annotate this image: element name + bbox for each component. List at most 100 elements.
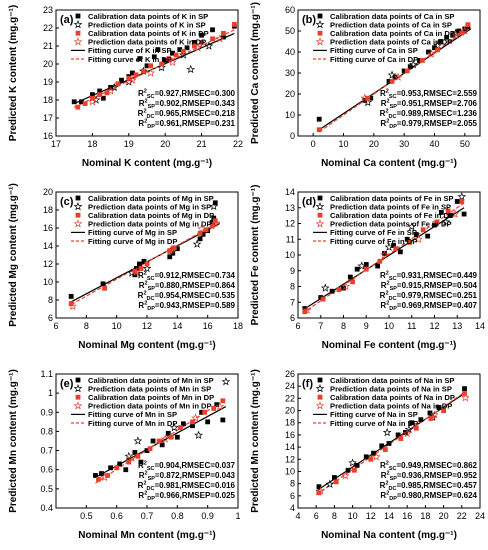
x-tick-label: 12 xyxy=(429,321,439,331)
data-point xyxy=(427,49,436,58)
stat-eq: = xyxy=(210,301,215,310)
stat-value: 0.624 xyxy=(457,491,478,500)
stat-r: R xyxy=(139,471,145,480)
legend-label: Prediction data points of Na in SP xyxy=(330,384,452,393)
data-point xyxy=(191,413,200,422)
plot-frame xyxy=(55,9,239,137)
legend-label: Fitting curve of K in SP xyxy=(88,46,172,55)
data-point xyxy=(447,39,453,44)
stat-sup: 2 xyxy=(144,461,147,467)
x-axis-unit: (mg.g⁻¹) xyxy=(418,530,457,541)
data-point xyxy=(413,232,419,237)
stat-eq: = xyxy=(397,281,402,290)
data-point xyxy=(231,22,237,27)
stat-r2-value: 0.981 xyxy=(159,481,180,490)
stat-eq: = xyxy=(452,481,457,490)
legend-label: Calibration data points of Mn in SP xyxy=(88,376,214,385)
stat-comma: , xyxy=(421,109,423,118)
stat-eq: = xyxy=(452,491,457,500)
stat-eq: = xyxy=(452,89,457,98)
stat-line: R2SC=0.912,RMSEC=0.734 xyxy=(138,271,236,283)
stat-value: 0.862 xyxy=(457,461,478,470)
stat-value: 0.343 xyxy=(215,99,236,108)
legend-marker xyxy=(317,13,323,19)
legend-label: Calibration data points of Mg in SP xyxy=(88,194,214,203)
stat-eq: = xyxy=(452,461,457,470)
stat-comma: , xyxy=(421,461,423,470)
data-point xyxy=(420,227,426,233)
data-point xyxy=(302,305,312,314)
y-tick-label: 30 xyxy=(285,68,295,78)
data-point xyxy=(214,402,220,408)
y-tick-label: 0.4 xyxy=(40,503,53,513)
stat-line: R2SC=0.953,RMSEC=2.559 xyxy=(380,89,478,101)
x-axis-label: Nominal Ca content (mg.g⁻¹) xyxy=(321,158,457,169)
x-tick-label: 6 xyxy=(53,321,58,331)
data-point xyxy=(127,453,137,462)
data-point xyxy=(124,77,134,86)
data-point xyxy=(350,279,355,285)
data-point xyxy=(316,127,322,133)
data-point xyxy=(209,223,215,229)
stat-r2-value: 0.980 xyxy=(402,491,423,500)
y-tick-label: 0.9 xyxy=(40,407,53,417)
legend-label: Prediction data points of Mg in SP xyxy=(88,202,211,211)
x-tick-label: 50 xyxy=(460,139,470,149)
stat-r: R xyxy=(138,271,144,280)
data-point xyxy=(197,224,206,233)
stat-eq: = xyxy=(154,109,159,118)
data-point xyxy=(345,467,351,473)
stat-eq: = xyxy=(155,99,160,108)
data-point xyxy=(461,211,467,217)
plot-frame xyxy=(297,9,481,137)
legend-marker xyxy=(75,394,81,400)
x-tick-label: 8 xyxy=(341,321,346,331)
data-point xyxy=(362,97,368,103)
stat-r2-value: 0.927 xyxy=(159,89,180,98)
stat-value: 1.236 xyxy=(457,109,478,118)
stat-sup: 2 xyxy=(386,461,389,467)
stat-eq: = xyxy=(452,109,457,118)
data-point xyxy=(341,285,346,291)
data-point xyxy=(106,86,115,95)
legend-label: Fitting curve of Ca in SP xyxy=(330,46,418,55)
data-point xyxy=(79,99,84,105)
data-point xyxy=(391,243,396,248)
data-point xyxy=(382,251,387,256)
stat-sub: DC xyxy=(147,114,155,120)
stat-comma: , xyxy=(180,99,182,108)
stat-line: R2DP=0.980,RMSEP=0.624 xyxy=(380,491,477,503)
legend-label: Prediction data points of Ca in DP xyxy=(330,38,452,47)
stat-comma: , xyxy=(421,291,423,300)
x-tick-label: 8 xyxy=(84,321,89,331)
data-point xyxy=(360,93,370,102)
stat-eq: = xyxy=(397,301,402,310)
x-tick-label: 10 xyxy=(112,321,122,331)
data-point xyxy=(203,227,209,233)
stat-eq: = xyxy=(155,119,160,128)
data-point xyxy=(414,234,423,243)
x-axis-unit: (mg.g⁻¹) xyxy=(173,158,212,169)
stat-value: 0.037 xyxy=(215,461,236,470)
stat-sub: SC xyxy=(147,94,155,100)
stat-value: 0.457 xyxy=(457,481,478,490)
stat-sub: DC xyxy=(389,296,397,302)
stat-eq: = xyxy=(210,471,215,480)
stat-r2-value: 0.965 xyxy=(159,109,180,118)
stat-eq: = xyxy=(210,271,215,280)
legend-marker xyxy=(73,219,83,228)
data-point xyxy=(102,285,107,291)
y-tick-label: 17 xyxy=(43,113,53,123)
data-point xyxy=(126,76,132,81)
stat-sup: 2 xyxy=(386,491,389,497)
stat-sup: 2 xyxy=(385,291,388,297)
y-tick-label: 8 xyxy=(48,295,53,305)
stat-sup: 2 xyxy=(143,481,146,487)
data-point xyxy=(204,41,214,50)
y-tick-label: 20 xyxy=(285,89,295,99)
data-point xyxy=(332,475,337,480)
stat-sub: DC xyxy=(147,296,155,302)
stat-line: R2SC=0.927,RMSEC=0.300 xyxy=(138,89,236,101)
chart-panel: (e) 0.5 0.6 0.7 0.8 0.9 1 0.4 0.5 0.6 0.7 0.8 0.9 1 1.… xyxy=(8,369,241,541)
stat-comma: , xyxy=(180,301,182,310)
